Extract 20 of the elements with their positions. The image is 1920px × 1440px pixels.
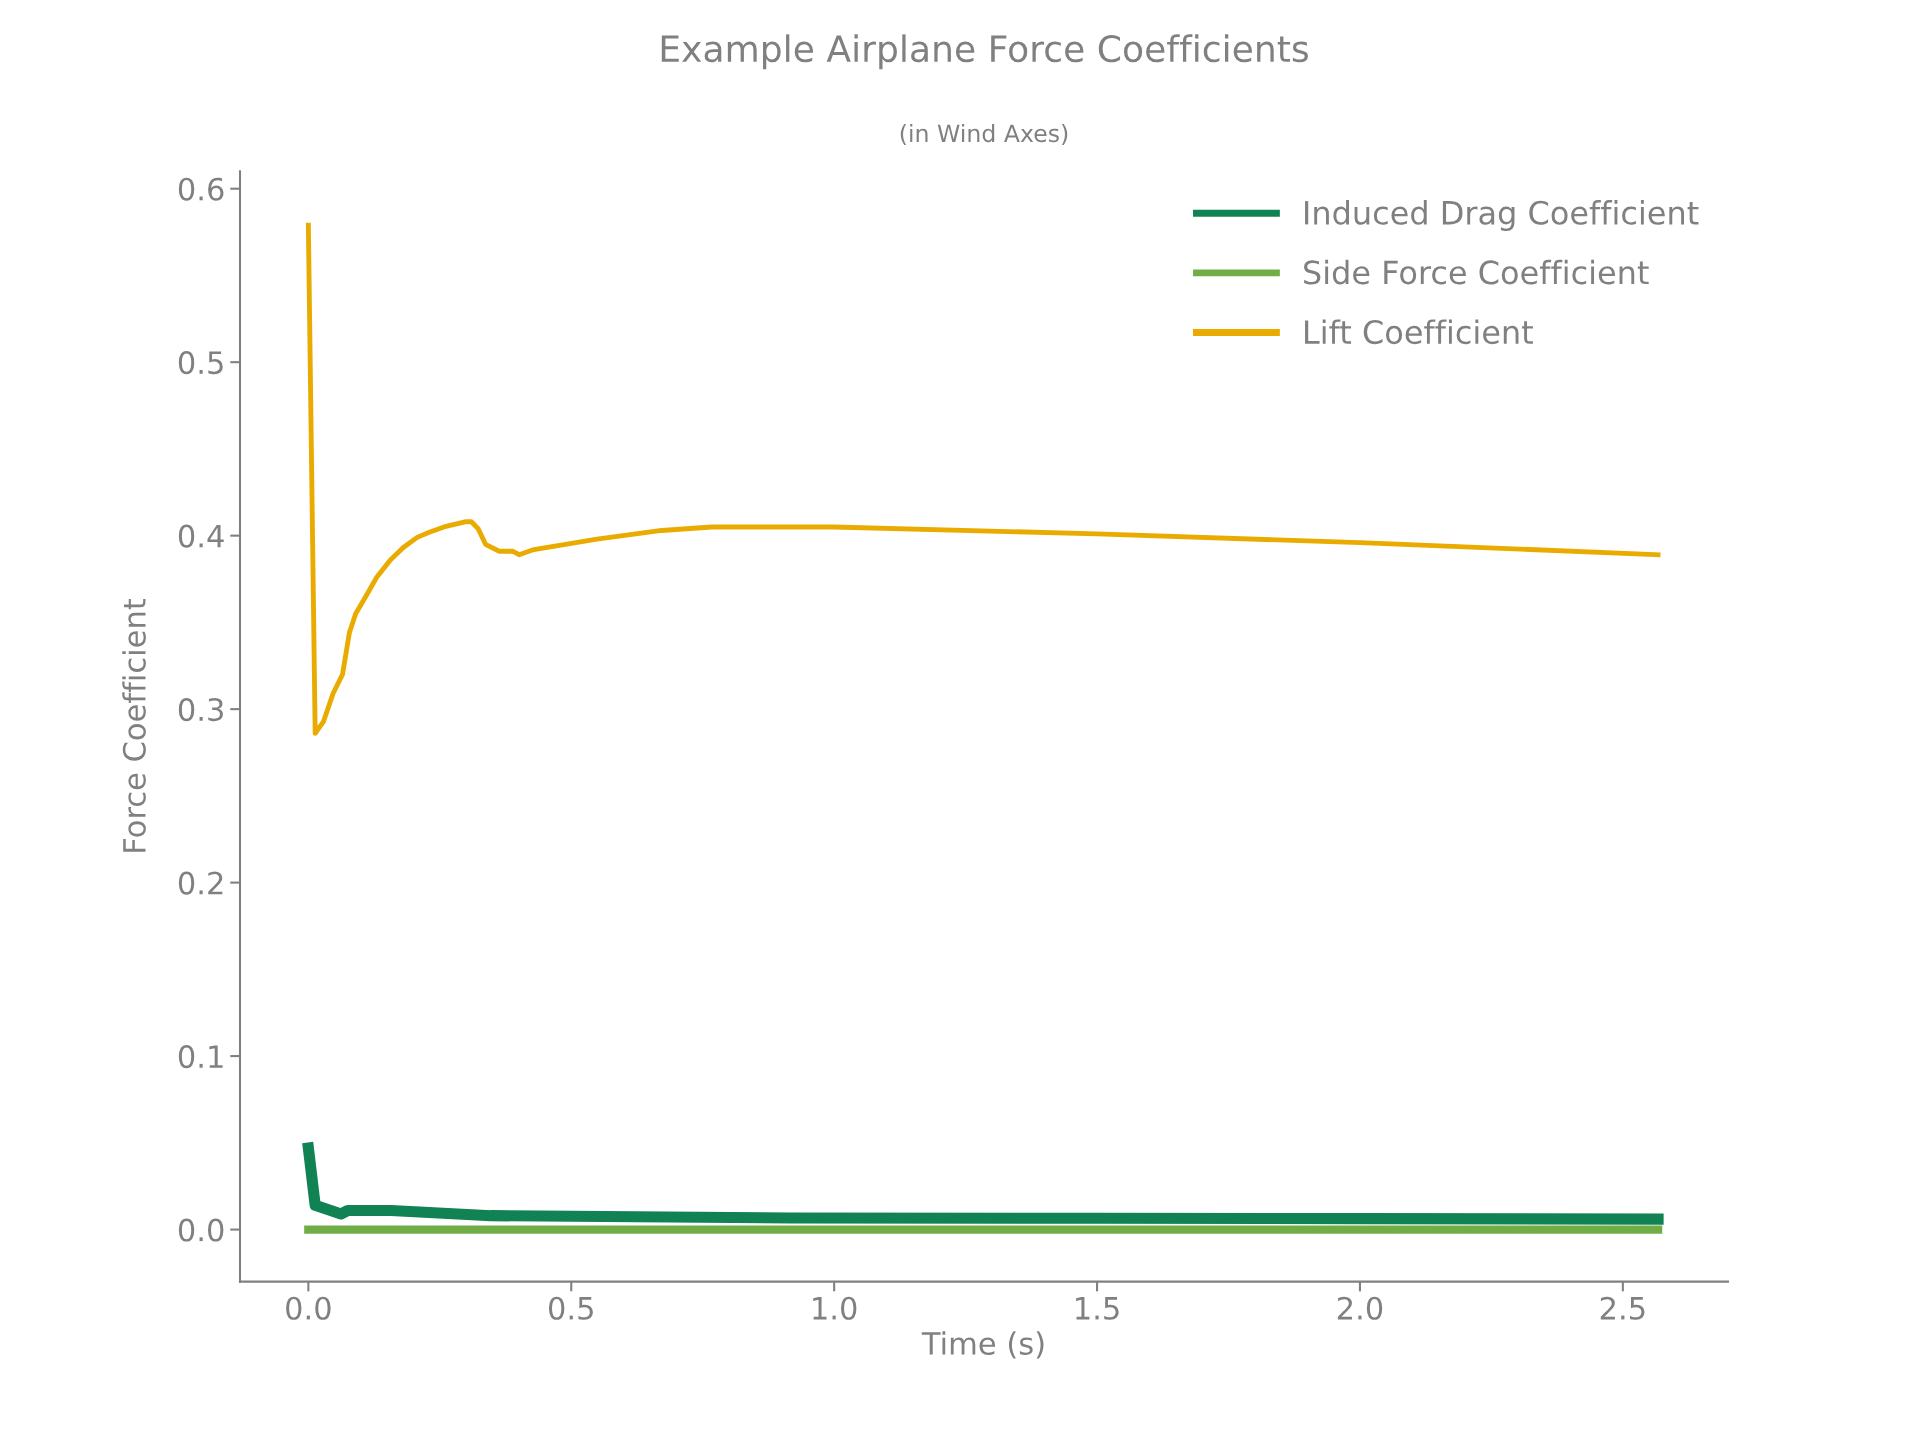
x-tick-label: 2.0 [1337, 1296, 1383, 1320]
x-tick-label: 1.5 [1076, 1297, 1119, 1320]
chart-title: Example Airplane Force Coefficients [661, 34, 1308, 70]
y-tick-label: 0.3 [178, 698, 223, 722]
y-tick-label: 0.4 [178, 524, 224, 548]
y-tick-label: 0.6 [178, 177, 224, 201]
legend-label: Lift Coefficient [1305, 319, 1533, 345]
x-tick-label: 1.0 [813, 1296, 857, 1320]
y-tick-label: 0.0 [178, 1218, 224, 1242]
y-tick-label: 0.1 [178, 1045, 223, 1069]
x-axis-title: Time (s) [921, 1331, 1044, 1359]
x-tick-label: 2.5 [1600, 1296, 1645, 1320]
y-axis-title: Force Coefficient [122, 598, 146, 852]
x-tick-label: 0.5 [548, 1296, 593, 1320]
y-tick-label: 0.2 [178, 871, 223, 895]
legend-label: Side Force Coefficient [1304, 259, 1649, 285]
y-tick-label: 0.5 [178, 351, 223, 375]
chart-subtitle: (in Wind Axes) [900, 123, 1068, 145]
x-tick-label: 0.0 [286, 1296, 331, 1320]
legend-label: Induced Drag Coefficient [1305, 200, 1699, 232]
